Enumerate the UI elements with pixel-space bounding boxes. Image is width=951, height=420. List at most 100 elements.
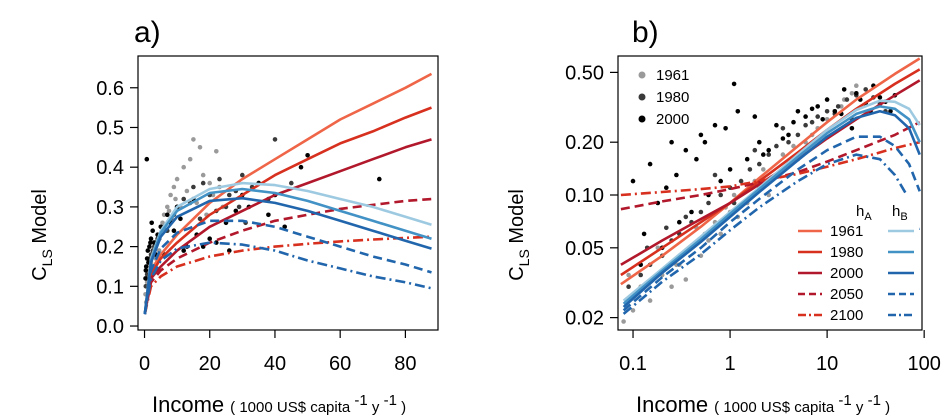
panel-a-ylabel-model: Model [29,189,51,249]
point-1980 [795,132,801,138]
series-ha-2100 [620,140,921,197]
legend-point-label-1961: 1961 [656,67,689,84]
panel-a-points [143,137,382,305]
point-1980 [809,119,815,125]
point-2000 [841,87,847,92]
point-2000 [149,220,154,226]
point-1980 [217,176,222,182]
panel-a-ylabel-c: C [29,266,51,280]
point-2000 [144,256,150,261]
point-2000 [735,109,741,114]
point-1980 [191,184,196,190]
point-2000 [854,91,859,96]
point-1961 [191,137,196,142]
point-1961 [761,167,766,172]
series-ha-1980 [620,68,921,277]
point-2000 [165,212,170,218]
point-2000 [298,164,304,170]
point-2000 [233,208,239,214]
point-2000 [641,231,647,237]
series-hb-2000 [622,110,921,308]
series-hb-2100 [143,241,432,315]
panel-b-legend: 1961 1980 2000 hA hB 1961 1980 2000 2050 2100 [638,67,919,328]
legend-header-hb: hB [892,203,908,223]
point-1961 [160,220,165,226]
point-1980 [766,152,771,157]
point-1980 [712,172,718,178]
x-tick-label: 100 [907,353,940,375]
panel-a-plot [137,55,439,331]
legend-point-marker-1980 [638,93,646,101]
point-2000 [181,248,186,253]
point-2000 [669,139,674,145]
point-1961 [187,156,193,162]
point-2000 [143,264,149,269]
x-tick-label: 10 [816,353,838,375]
legend-lines-background [795,194,919,328]
point-1980 [272,137,278,142]
point-2000 [207,236,212,241]
point-1980 [289,180,294,186]
panel-b-ylabel-c: C [506,266,528,280]
legend-line-label-2000: 2000 [830,265,863,282]
y-tick-label: 0.10 [565,185,604,207]
y-tick-label: 0.1 [96,276,124,298]
x-tick-label: 0.1 [619,353,647,375]
point-1980 [718,192,723,198]
y-tick-label: 0.20 [565,132,604,154]
point-1980 [752,147,758,153]
point-2000 [727,167,733,172]
point-1961 [780,152,786,157]
point-1961 [626,272,631,278]
panel-a: a) CLS Model 0 20 40 60 80 0.0 0.1 0.2 0.3 0.4 0.5… [29,16,439,417]
point-1961 [165,204,170,210]
point-1961 [168,192,173,198]
x-tick-label: 60 [329,353,351,375]
point-2000 [803,114,808,119]
y-tick-label: 0.3 [96,197,124,219]
point-1961 [630,308,636,313]
point-2000 [674,172,679,178]
point-1961 [647,298,653,303]
point-2000 [780,136,786,141]
x-tick-label: 20 [199,353,221,375]
point-1980 [227,192,232,198]
point-1961 [200,172,206,178]
y-tick-label: 0.5 [96,117,124,139]
point-2000 [630,178,636,184]
point-1961 [214,149,219,154]
point-1980 [747,167,753,172]
point-2000 [647,161,653,167]
x-tick-label: 80 [394,353,416,375]
point-2000 [698,132,704,138]
point-2000 [761,152,766,157]
point-1980 [683,214,689,220]
point-2000 [824,97,830,102]
y-tick-label: 0.6 [96,78,124,100]
point-1961 [207,180,212,186]
svg-text:CLS Model: CLS Model [506,189,532,281]
point-1961 [621,319,626,324]
point-2000 [148,236,154,241]
point-2000 [815,104,820,109]
y-tick-label: 0.2 [96,237,124,259]
legend-line-label-1961: 1961 [830,223,863,240]
panel-a-ticks: 0 20 40 60 80 0.0 0.1 0.2 0.3 0.4 0.5 0.6 [96,78,416,375]
point-1961 [197,145,203,150]
y-tick-label: 0.0 [96,316,124,338]
point-2000 [664,185,669,190]
point-2000 [143,268,149,273]
point-2000 [147,244,152,249]
point-1980 [803,122,808,128]
point-1980 [786,139,791,145]
panel-a-ylabel: CLS Model [29,189,55,281]
point-1980 [626,284,631,290]
panel-b-ylabel-model: Model [506,189,528,249]
panel-b-ticks: 0.1 1 10 100 0.02 0.05 0.10 0.20 0.50 [565,62,941,375]
legend-line-label-2050: 2050 [830,286,863,303]
panel-b-xlabel: Income( 1000 US$ capita -1 y -1 ) [636,392,890,417]
y-tick-label: 0.4 [96,157,124,179]
point-1980 [738,178,744,184]
point-1961 [174,176,180,182]
series-ha-2000 [143,138,432,315]
